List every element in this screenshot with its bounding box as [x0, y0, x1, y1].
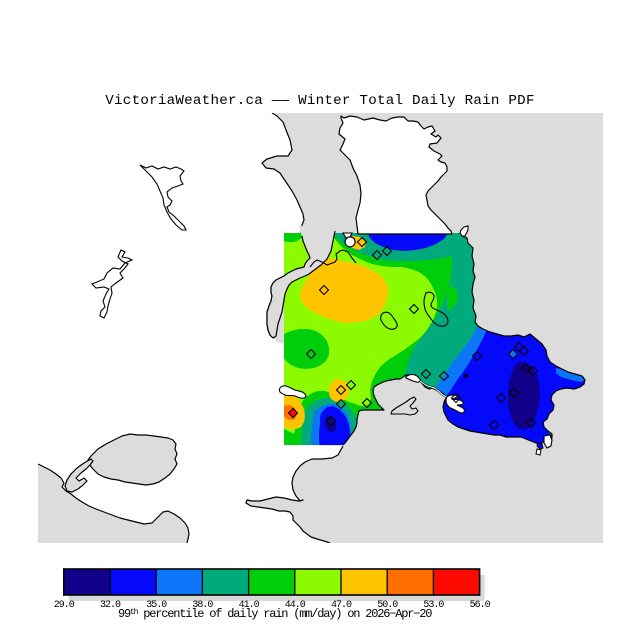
svg-text:38.0: 38.0 [192, 600, 213, 611]
svg-text:VictoriaWeather.ca —— Winter T: VictoriaWeather.ca —— Winter Total Daily… [105, 93, 534, 109]
svg-text:53.0: 53.0 [423, 600, 444, 611]
svg-text:99th percentile of daily rain: 99th percentile of daily rain (mm/day) o… [118, 607, 432, 621]
svg-text:32.0: 32.0 [100, 600, 121, 611]
svg-text:35.0: 35.0 [146, 600, 167, 611]
svg-text:44.0: 44.0 [285, 600, 306, 611]
svg-text:41.0: 41.0 [239, 600, 260, 611]
svg-text:56.0: 56.0 [470, 600, 491, 611]
svg-text:47.0: 47.0 [331, 600, 352, 611]
svg-text:50.0: 50.0 [377, 600, 398, 611]
svg-text:29.0: 29.0 [54, 600, 75, 611]
